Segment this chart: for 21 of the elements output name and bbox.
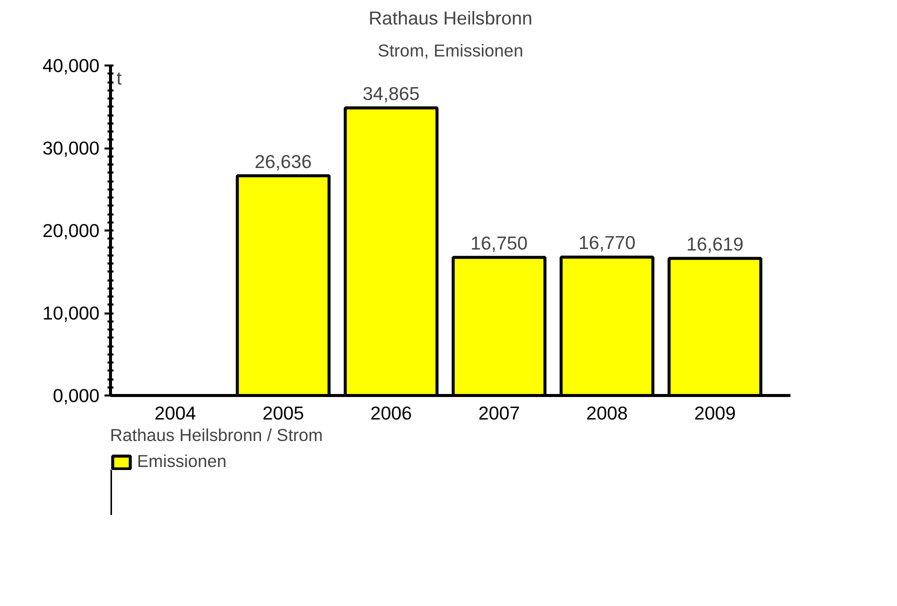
legend-label: Emissionen: [137, 451, 227, 472]
x-tick-label: 2006: [370, 402, 412, 424]
x-tick-label: 2005: [262, 402, 304, 424]
legend-title: Rathaus Heilsbronn / Strom: [110, 425, 323, 446]
y-tick-label: 10,000: [42, 302, 100, 324]
data-label: 16,619: [686, 233, 744, 254]
data-label: 16,750: [470, 232, 528, 254]
x-tick-label: 2008: [586, 402, 628, 424]
data-label: 34,865: [362, 82, 420, 104]
chart-title: Rathaus Heilsbronn: [368, 8, 532, 28]
y-tick-label: 0,000: [52, 385, 100, 406]
data-label: 26,636: [254, 150, 312, 172]
chart-subtitle: Strom, Emissionen: [378, 40, 524, 60]
y-tick-label: 40,000: [42, 55, 100, 76]
y-axis-title: t: [116, 68, 122, 88]
x-tick-label: 2007: [478, 402, 520, 424]
x-tick-label: 2004: [154, 402, 196, 424]
y-tick-label: 20,000: [42, 220, 100, 241]
data-label: 16,770: [578, 232, 636, 254]
y-tick-label: 30,000: [42, 138, 100, 158]
x-tick-label: 2009: [694, 402, 736, 424]
